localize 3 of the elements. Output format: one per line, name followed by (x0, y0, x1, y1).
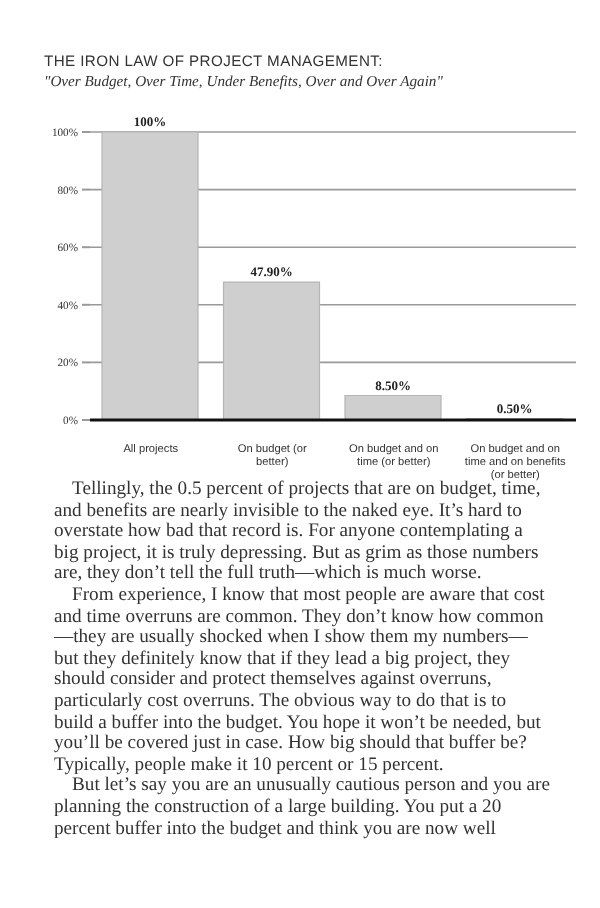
text: Tellingly, the 0.5 percent of projects that are on budget, time, and benefits are nearly invisible to the naked eye. It’s hard to overstate how bad that record is. For anyone contemplating a big project, it is truly depressing. But as grim as those numbers are, they don’t tell the full truth—which is much worse. (54, 478, 543, 586)
text: From experience, I know that most people are aware that cost and time overruns are common. They don’t know how common—they are usually shocked when I show them my numbers—but they definitely know that if they lead a big project, they should consider and protect themselves against overruns, particularly cost overruns. The obvious way to do that is to build a buffer into the budget. You hope it won’t be needed, but you’ll be covered just in case. How big should that buffer be? Typically, people make it 10 percent or 15 percent. (54, 583, 545, 776)
text: But let’s say you are an unusually cautious person and you are planning the construction of a large building. You put a 20 percent buffer into the budget and think you are now well (54, 774, 550, 841)
